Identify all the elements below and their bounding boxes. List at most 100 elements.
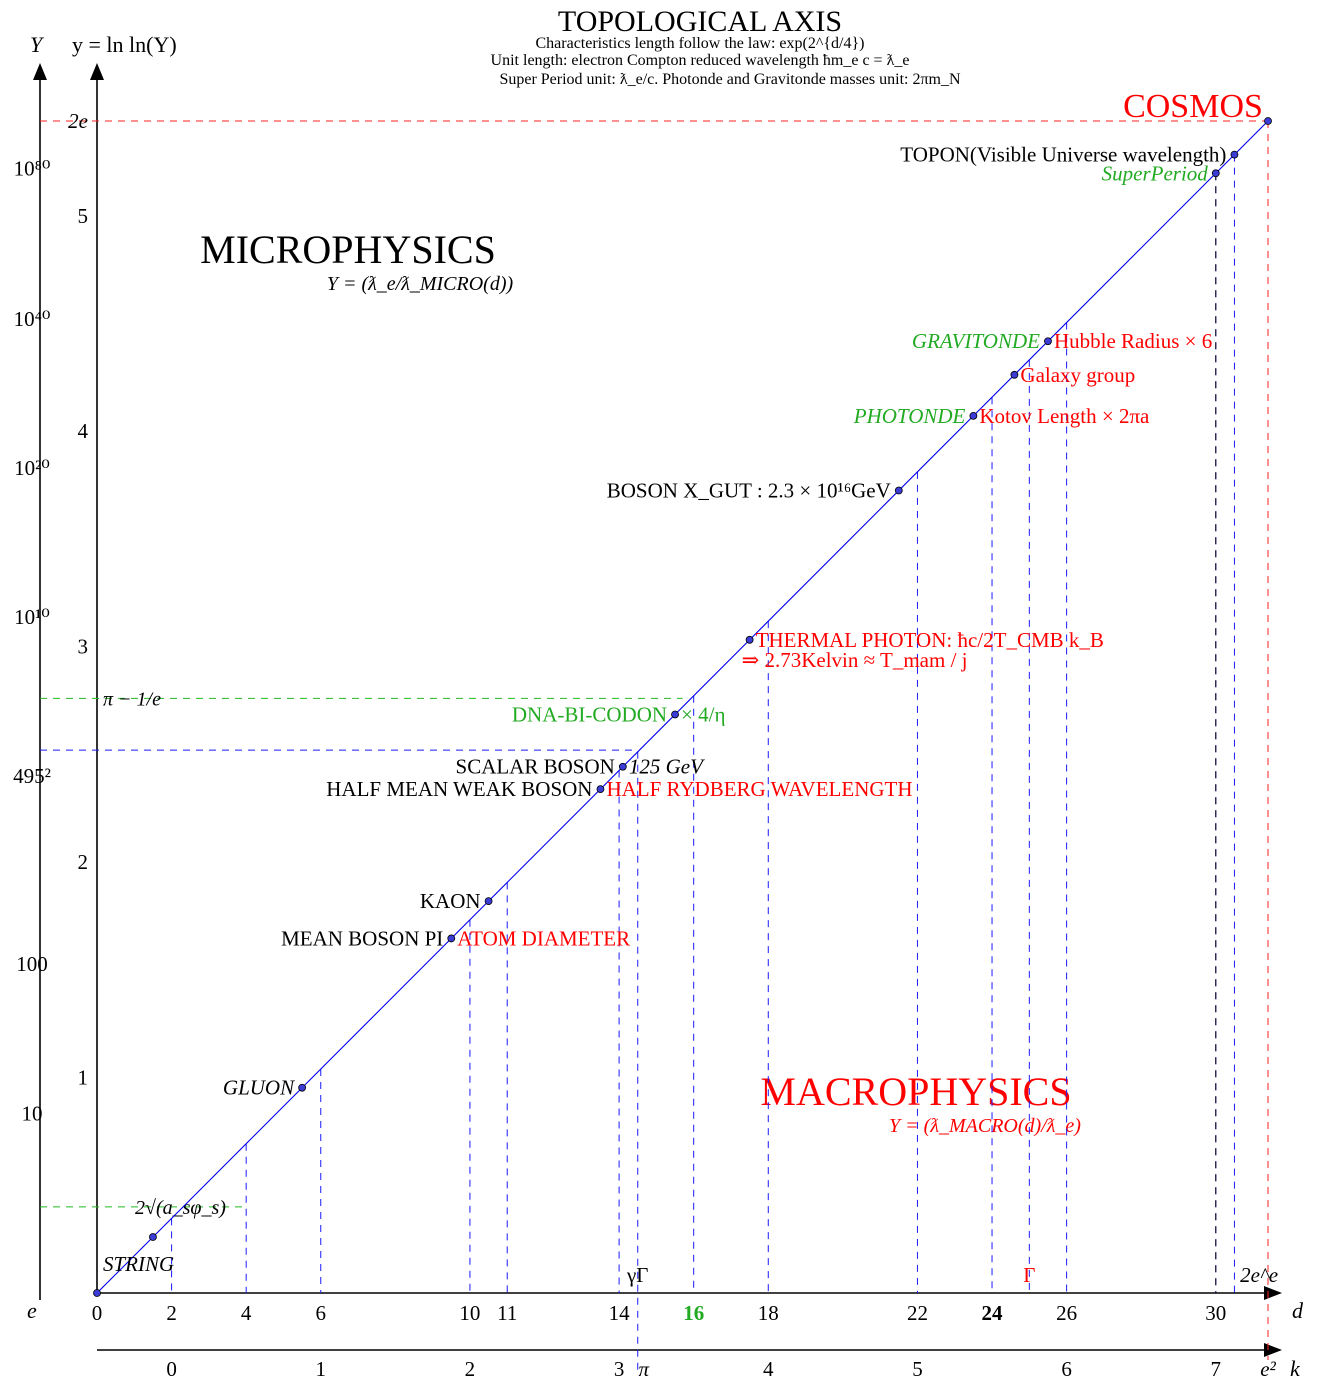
d-tick-16: 16 <box>683 1301 704 1325</box>
d-axis-arrow <box>1264 1286 1282 1300</box>
axis-ticks: 0 2 4 6 10 11 14 16 18 22 24 26 300 1 2 3 π 4 5 6 7 e²123452e… <box>13 109 1278 1381</box>
k-tick-6: 5 <box>912 1357 923 1381</box>
point-label3-9: ⇒ 2.73Kelvin ≈ T_mam / j <box>742 648 968 672</box>
y-axis-arrow <box>90 63 104 80</box>
k-axis-arrow <box>1264 1343 1282 1357</box>
data-point-9 <box>745 635 754 644</box>
point-label-15: TOPON(Visible Universe wavelength) <box>900 143 1226 167</box>
d-tick-6: 6 <box>316 1301 327 1325</box>
point-label-8: DNA-BI-CODON <box>512 702 667 726</box>
point-label-3: GLUON <box>223 1076 295 1100</box>
data-point-10 <box>894 486 903 495</box>
point-label2-13: Hubble Radius × 6 <box>1054 329 1212 353</box>
data-point-5 <box>484 897 493 905</box>
axis-note-0: γΓ <box>626 1263 648 1287</box>
point-label-7: SCALAR BOSON <box>456 755 615 779</box>
point-label-6: HALF MEAN WEAK BOSON <box>326 777 592 801</box>
d-tick-10: 10 <box>459 1301 480 1325</box>
Y-tick-100: 100 <box>16 952 48 976</box>
d-tick-18: 18 <box>758 1301 779 1325</box>
axis-note-1: Γ <box>1023 1263 1035 1287</box>
k-tick-2: 2 <box>465 1357 476 1381</box>
data-point-12 <box>1010 370 1019 379</box>
d-tick-30: 30 <box>1205 1301 1226 1325</box>
subtitle-line-2: Unit length: electron Compton reduced wa… <box>491 52 910 69</box>
point-label-11: PHOTONDE <box>853 404 966 428</box>
k-tick-5: 4 <box>763 1357 774 1381</box>
y-tick-4: 4 <box>78 419 89 443</box>
point-label2-6: HALF RYDBERG WAVELENGTH <box>606 777 912 801</box>
k-tick-9: e² <box>1260 1357 1276 1381</box>
Y-axis-arrow <box>33 63 47 80</box>
point-label2-9: THERMAL PHOTON: ħc/2T_CMB k_B <box>756 628 1104 652</box>
d-tick-26: 26 <box>1056 1301 1077 1325</box>
Y-axis-label: Y <box>30 32 45 57</box>
data-point-7 <box>618 762 627 771</box>
d-axis-label: d <box>1292 1298 1304 1323</box>
horizontal-guide-label-0: 2√(a_sφ_s) <box>135 1197 226 1219</box>
Y-tick-10²⁰: 10²⁰ <box>14 456 50 480</box>
y-tick-2e: 2e <box>68 109 88 133</box>
point-labels: STRING GLUON MEAN BOSON PI ATOM DIAMETER KAO… <box>103 143 1226 1276</box>
k-tick-8: 7 <box>1211 1357 1222 1381</box>
cosmos-label: COSMOS <box>1123 88 1263 125</box>
point-label-14: SuperPeriod <box>1102 161 1209 185</box>
point-label2-8: × 4/η <box>681 702 725 726</box>
macrophysics-formula: Y = (ƛ_MACRO(d)/ƛ_e) <box>889 1115 1081 1137</box>
d-tick-4: 4 <box>241 1301 252 1325</box>
d-tick-22: 22 <box>907 1301 928 1325</box>
data-point-15 <box>1230 150 1239 159</box>
data-point-16 <box>1264 117 1272 125</box>
subtitle-line-1: Characteristics length follow the law: e… <box>536 35 865 52</box>
data-point-6 <box>596 785 605 794</box>
k-tick-0: 0 <box>166 1357 177 1381</box>
data-point-13 <box>1044 337 1052 346</box>
point-label2-4: ATOM DIAMETER <box>457 926 630 950</box>
d-tick-0: 0 <box>92 1301 103 1325</box>
data-point-0 <box>93 1289 101 1297</box>
data-point-11 <box>969 411 978 420</box>
d-tick-2: 2 <box>166 1301 177 1325</box>
point-label2-12: Galaxy group <box>1020 363 1135 387</box>
chart-title: TOPOLOGICAL AXIS <box>558 5 842 38</box>
data-point-8 <box>671 710 679 719</box>
y-tick-2: 2 <box>78 850 89 874</box>
diagonal-line <box>96 120 1269 1294</box>
data-point-14 <box>1211 169 1220 178</box>
k-tick-3: 3 <box>614 1357 625 1381</box>
microphysics-formula: Y = (ƛ_e/ƛ_MICRO(d)) <box>327 273 514 295</box>
k-axis-label: k <box>1290 1356 1301 1381</box>
point-label-1: STRING <box>103 1252 174 1276</box>
point-label-10: BOSON X_GUT : 2.3 × 10¹⁶GeV <box>607 479 891 503</box>
d-tick-24: 24 <box>982 1301 1004 1325</box>
macrophysics-label: MACROPHYSICS <box>760 1069 1071 1114</box>
main-diagonal <box>96 120 1269 1294</box>
y-tick-5: 5 <box>78 204 89 228</box>
k-tick-7: 6 <box>1061 1357 1072 1381</box>
Y-tick-10¹⁰: 10¹⁰ <box>14 605 50 629</box>
data-point-1 <box>149 1233 157 1241</box>
y-tick-1: 1 <box>78 1066 89 1090</box>
y-axis-label: y = ln ln(Y) <box>72 32 177 57</box>
d-tick-14: 14 <box>609 1301 631 1325</box>
Y-tick-10⁴⁰: 10⁴⁰ <box>14 307 51 331</box>
point-label-5: KAON <box>420 889 481 913</box>
Y-origin-label: e <box>27 1298 37 1323</box>
point-label2-7: 125 GeV <box>629 755 705 779</box>
horizontal-guide-label-1: π − 1/e <box>103 688 161 710</box>
point-label2-11: Kotov Length × 2πa <box>979 404 1150 428</box>
data-point-3 <box>298 1083 307 1092</box>
y-tick-3: 3 <box>78 635 89 659</box>
axis-note-2: 2e^e <box>1240 1263 1278 1287</box>
d-tick-11: 11 <box>497 1301 517 1325</box>
data-points <box>93 117 1272 1297</box>
data-point-4 <box>447 934 456 943</box>
point-label-4: MEAN BOSON PI <box>281 926 443 950</box>
guide-lines: 2√(a_sφ_s) π − 1/e <box>40 120 1269 1370</box>
microphysics-label: MICROPHYSICS <box>200 227 496 272</box>
subtitle-line-3: Super Period unit: ƛ_e/c. Photonde and G… <box>499 71 961 88</box>
k-tick-1: 1 <box>316 1357 327 1381</box>
k-tick-4: π <box>638 1357 649 1381</box>
Y-tick-10⁸⁰: 10⁸⁰ <box>14 156 51 180</box>
